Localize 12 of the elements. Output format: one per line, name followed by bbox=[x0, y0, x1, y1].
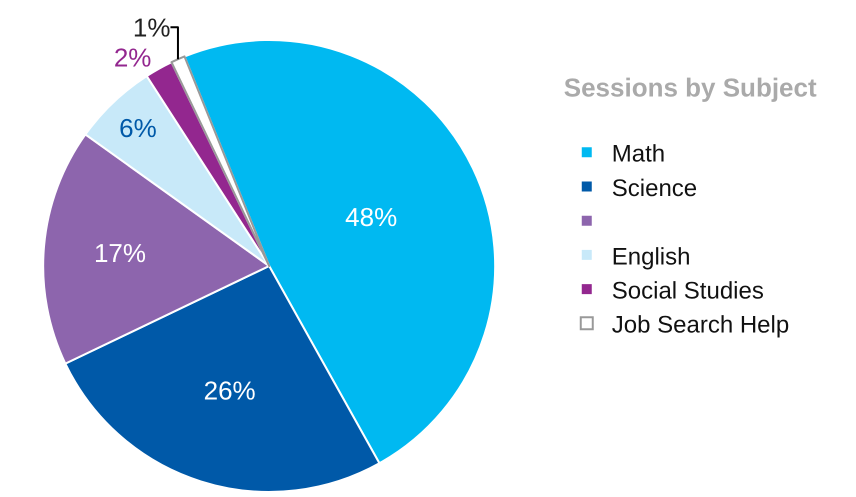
data-label: 26% bbox=[204, 376, 256, 406]
data-label: 2% bbox=[114, 42, 152, 72]
legend-label: Social Studies bbox=[612, 277, 764, 304]
legend-title: Sessions by Subject bbox=[564, 72, 817, 102]
legend-label: English bbox=[612, 243, 690, 270]
data-label: 17% bbox=[94, 238, 146, 268]
legend-label: Math bbox=[612, 140, 666, 168]
data-label: 6% bbox=[119, 113, 157, 144]
data-label: 1% bbox=[132, 12, 170, 42]
legend-label: Job Search Help bbox=[612, 312, 790, 339]
legend-label: Science bbox=[612, 174, 698, 202]
data-label: 48% bbox=[345, 202, 398, 232]
